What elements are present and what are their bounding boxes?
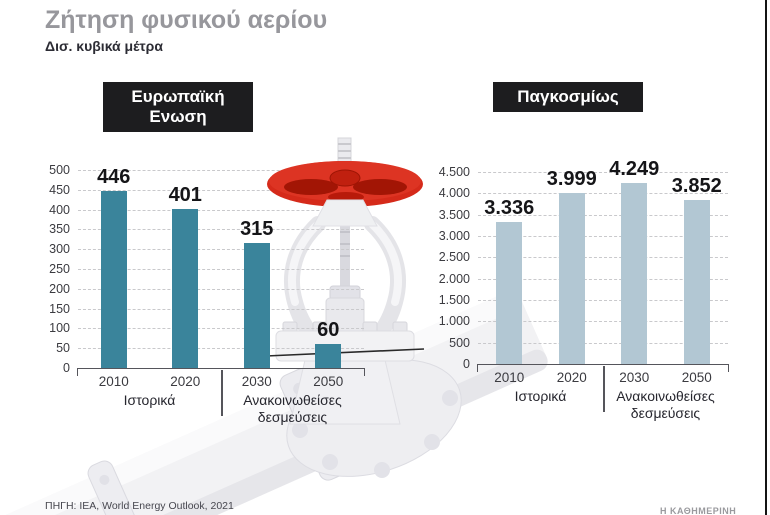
y-axis-tick-label: 350 <box>49 222 70 237</box>
group-divider <box>603 366 605 412</box>
x-axis-category-label: 2010 <box>494 370 525 385</box>
gridline <box>478 300 728 301</box>
x-axis-category-label: 2030 <box>619 370 650 385</box>
bar-value-label: 3.336 <box>484 196 535 219</box>
bar-value-label: 3.852 <box>671 174 722 197</box>
y-axis-tick-label: 250 <box>49 262 70 276</box>
x-axis-category-label: 2050 <box>681 370 712 385</box>
y-axis-tick-label: 500 <box>49 163 70 177</box>
page-subtitle: Δισ. κυβικά μέτρα <box>45 38 163 54</box>
gridline <box>478 342 728 344</box>
y-axis-tick-label: 4.500 <box>438 165 470 179</box>
bar <box>315 344 342 368</box>
bar <box>621 182 648 364</box>
gridline <box>478 172 728 173</box>
y-axis-tick-label: 200 <box>49 281 70 296</box>
y-axis-tick-label: 0 <box>463 357 470 371</box>
x-axis-category-label: 2020 <box>170 374 201 389</box>
bar <box>100 191 127 368</box>
bar <box>243 243 270 368</box>
gridline <box>78 229 364 231</box>
chart-eu-gas-demand: 446 401 315 60 0 50 100 150 200 250 300 350 400 450 50… <box>32 160 368 434</box>
y-axis-tick-label: 3.500 <box>438 207 470 222</box>
badge-worldwide: Παγκοσμίως <box>493 82 643 112</box>
x-axis-category-label: 2020 <box>556 370 587 385</box>
gridline <box>478 278 728 280</box>
y-axis-tick-label: 2.000 <box>438 271 470 286</box>
y-axis-tick-label: 4.000 <box>438 186 470 201</box>
x-axis-category-label: 2030 <box>241 374 272 389</box>
group-label: Ανακοινωθείσες δεσμεύσεις <box>616 388 715 421</box>
gridline <box>478 321 728 323</box>
gridline <box>78 189 364 191</box>
y-axis-tick-label: 400 <box>49 202 70 217</box>
badge-european-union: Ευρωπαϊκή Ενωση <box>103 82 253 132</box>
y-axis-tick-label: 300 <box>49 242 70 257</box>
gridline <box>78 288 364 290</box>
gridline <box>478 193 728 195</box>
page-edge-rule <box>765 0 767 515</box>
y-axis-tick-label: 0 <box>63 361 70 375</box>
bar-value-label: 446 <box>97 166 131 189</box>
gridline <box>78 209 364 211</box>
gridline <box>478 214 728 216</box>
group-label: Ιστορικά <box>514 388 567 404</box>
gridline <box>78 170 364 171</box>
bar <box>496 221 523 364</box>
bar-value-label: 401 <box>168 184 202 207</box>
group-label: Ανακοινωθείσες δεσμεύσεις <box>243 392 342 425</box>
x-axis-category-label: 2010 <box>98 374 129 389</box>
source-note: ΠΗΓΗ: IEA, World Energy Outlook, 2021 <box>45 500 234 512</box>
page-title: Ζήτηση φυσικού αερίου <box>45 6 328 34</box>
x-axis-category-label: 2050 <box>313 374 344 389</box>
bar-value-label: 4.249 <box>609 157 660 180</box>
bar-value-label: 315 <box>240 218 274 241</box>
y-axis-tick-label: 50 <box>56 341 70 356</box>
bar <box>558 193 585 364</box>
y-axis-tick-label: 150 <box>49 301 70 316</box>
y-axis-tick-label: 1.000 <box>438 314 470 329</box>
gridline <box>478 257 728 259</box>
bar-value-label: 3.999 <box>546 168 597 191</box>
y-axis-tick-label: 100 <box>49 321 70 336</box>
group-label: Ιστορικά <box>123 392 176 408</box>
publisher-credit: Η ΚΑΘΗΜΕΡΙΝΗ <box>660 506 737 515</box>
bar <box>683 199 710 364</box>
bar <box>172 209 199 368</box>
y-axis-tick-label: 3.000 <box>438 229 470 243</box>
y-axis-tick-label: 450 <box>49 182 70 197</box>
gridline <box>478 236 728 237</box>
plot-area: 3.336 3.999 4.249 3.852 <box>477 158 729 372</box>
bar-value-label: 60 <box>317 319 340 342</box>
y-axis-tick-label: 500 <box>449 335 470 350</box>
plot-area: 446 401 315 60 <box>77 166 365 376</box>
gridline <box>78 249 364 251</box>
chart-world-gas-demand: 3.336 3.999 4.249 3.852 0 500 1.000 1.500 2.000 2… <box>432 158 738 434</box>
y-axis-tick-label: 1.500 <box>438 293 470 307</box>
gridline <box>78 269 364 270</box>
y-axis-tick-label: 2.500 <box>438 250 470 265</box>
